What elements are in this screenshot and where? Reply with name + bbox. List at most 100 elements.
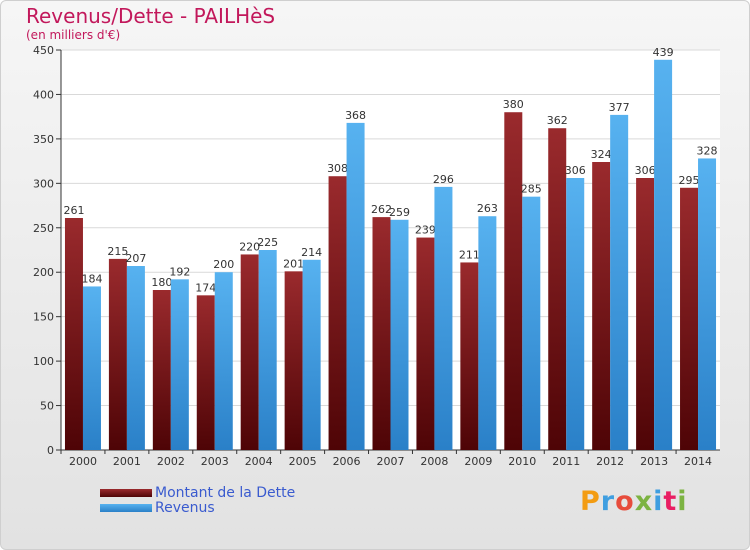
y-tick-label: 300 xyxy=(33,177,54,190)
bar-revenus xyxy=(170,279,189,450)
bar-revenus xyxy=(126,266,145,450)
logo-letter: x xyxy=(634,486,654,517)
data-label-revenus: 328 xyxy=(697,144,718,157)
data-label-dette: 201 xyxy=(283,257,304,270)
bar-dette xyxy=(548,128,567,450)
bar-dette xyxy=(504,112,523,450)
x-tick-label: 2001 xyxy=(113,455,141,468)
data-label-dette: 215 xyxy=(107,245,128,258)
bar-revenus xyxy=(434,186,453,450)
data-label-revenus: 214 xyxy=(301,246,322,259)
data-label-revenus: 377 xyxy=(609,101,630,114)
y-tick-label: 50 xyxy=(40,400,54,413)
data-label-revenus: 285 xyxy=(521,183,542,196)
data-label-revenus: 439 xyxy=(653,46,674,59)
legend-swatch-dette xyxy=(100,489,152,497)
data-label-revenus: 306 xyxy=(565,164,586,177)
bar-revenus xyxy=(214,272,233,450)
legend-swatch-revenus xyxy=(100,504,152,512)
bar-revenus xyxy=(478,216,497,450)
bar-dette xyxy=(240,254,259,450)
chart-plot: 0 50 100 150 200 250 300 350 400 450 2000 261 184 200… xyxy=(33,44,720,468)
data-label-revenus: 296 xyxy=(433,173,454,186)
x-tick-label: 2013 xyxy=(640,455,668,468)
y-tick-label: 400 xyxy=(33,88,54,101)
x-tick-label: 2005 xyxy=(289,455,317,468)
data-label-revenus: 368 xyxy=(345,109,366,122)
bar-revenus xyxy=(566,178,585,450)
legend-label-revenus: Revenus xyxy=(155,500,215,516)
x-tick-label: 2007 xyxy=(377,455,405,468)
bar-dette xyxy=(108,258,127,450)
bar-revenus xyxy=(390,219,409,450)
y-tick-label: 250 xyxy=(33,222,54,235)
x-tick-label: 2006 xyxy=(333,455,361,468)
data-label-dette: 180 xyxy=(151,276,172,289)
bar-revenus xyxy=(610,114,629,450)
y-tick-label: 0 xyxy=(47,444,54,457)
data-label-revenus: 225 xyxy=(257,236,278,249)
bar-revenus xyxy=(654,59,673,451)
x-tick-label: 2000 xyxy=(69,455,97,468)
data-label-dette: 262 xyxy=(371,203,392,216)
y-tick-label: 350 xyxy=(33,133,54,146)
logo-letter: P xyxy=(580,486,601,517)
x-tick-label: 2003 xyxy=(201,455,229,468)
y-tick-label: 150 xyxy=(33,311,54,324)
bar-revenus xyxy=(698,158,717,450)
x-tick-label: 2012 xyxy=(596,455,624,468)
logo-letter: t xyxy=(663,486,678,517)
logo-letter: i xyxy=(677,486,688,517)
bar-revenus xyxy=(346,122,365,450)
y-tick-label: 200 xyxy=(33,266,54,279)
data-label-revenus: 259 xyxy=(389,206,410,219)
bar-dette xyxy=(636,178,655,450)
bar-dette xyxy=(372,217,391,450)
data-label-revenus: 200 xyxy=(213,258,234,271)
logo-letter: i xyxy=(653,486,664,517)
data-label-dette: 380 xyxy=(503,98,524,111)
data-label-revenus: 207 xyxy=(125,252,146,265)
x-tick-label: 2009 xyxy=(464,455,492,468)
data-label-revenus: 184 xyxy=(81,272,102,285)
bar-dette xyxy=(680,187,699,450)
data-label-revenus: 263 xyxy=(477,202,498,215)
data-label-dette: 306 xyxy=(635,164,656,177)
x-tick-label: 2004 xyxy=(245,455,273,468)
chart-title: Revenus/Dette - PAILHèS xyxy=(26,4,276,28)
data-label-dette: 295 xyxy=(679,174,700,187)
data-label-dette: 308 xyxy=(327,162,348,175)
data-label-revenus: 192 xyxy=(169,265,190,278)
data-label-dette: 261 xyxy=(63,204,84,217)
data-label-dette: 324 xyxy=(591,148,612,161)
bar-revenus xyxy=(522,196,541,450)
data-label-dette: 220 xyxy=(239,240,260,253)
data-label-dette: 174 xyxy=(195,281,216,294)
x-tick-label: 2011 xyxy=(552,455,580,468)
legend-label-dette: Montant de la Dette xyxy=(155,485,296,501)
logo-letter: o xyxy=(615,486,635,517)
proxiti-logo: Proxiti xyxy=(580,486,688,517)
bar-dette xyxy=(64,218,83,450)
bar-dette xyxy=(328,176,347,450)
x-tick-label: 2008 xyxy=(420,455,448,468)
bar-dette xyxy=(152,290,171,450)
chart-subtitle: (en milliers d'€) xyxy=(26,28,121,42)
x-tick-label: 2014 xyxy=(684,455,712,468)
x-tick-label: 2002 xyxy=(157,455,185,468)
bar-revenus xyxy=(258,250,277,450)
y-tick-label: 450 xyxy=(33,44,54,57)
bar-dette xyxy=(592,162,611,450)
data-label-dette: 362 xyxy=(547,114,568,127)
bar-dette xyxy=(284,271,303,450)
y-tick-label: 100 xyxy=(33,355,54,368)
x-tick-label: 2010 xyxy=(508,455,536,468)
bar-dette xyxy=(196,295,215,450)
bar-dette xyxy=(416,237,435,450)
bar-revenus xyxy=(82,286,101,450)
data-label-dette: 211 xyxy=(459,248,480,261)
data-label-dette: 239 xyxy=(415,224,436,237)
logo-letter: r xyxy=(600,486,616,517)
bar-revenus xyxy=(302,259,321,450)
bar-dette xyxy=(460,262,479,450)
